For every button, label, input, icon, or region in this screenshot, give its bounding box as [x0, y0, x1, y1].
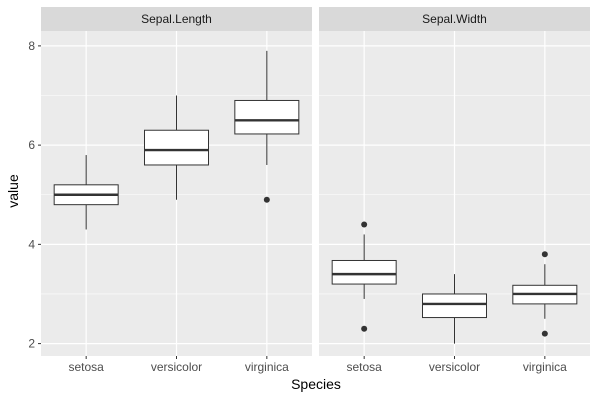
- y-tick-label: 8: [28, 39, 35, 53]
- box-virginica: [234, 99, 300, 135]
- y-axis-title: value: [5, 174, 21, 208]
- x-tick-label: virginica: [523, 360, 567, 374]
- outlier-point: [263, 196, 270, 203]
- box-versicolor: [144, 129, 209, 166]
- outlier-point: [541, 251, 548, 258]
- facet-strip: [41, 7, 312, 31]
- outlier-point: [361, 221, 368, 228]
- x-axis-title: Species: [291, 376, 341, 392]
- x-tick-label: versicolor: [429, 360, 480, 374]
- x-tick-label: setosa: [68, 360, 104, 374]
- facet-strip: [319, 7, 590, 31]
- y-tick-label: 2: [28, 337, 35, 351]
- box-versicolor: [422, 293, 487, 319]
- y-tick-label: 4: [28, 237, 35, 251]
- y-tick-label: 6: [28, 138, 35, 152]
- facet-strip-label: Sepal.Width: [422, 12, 487, 26]
- x-tick-label: virginica: [245, 360, 289, 374]
- facet-strip-label: Sepal.Length: [141, 12, 212, 26]
- x-tick-label: setosa: [346, 360, 382, 374]
- x-tick-label: versicolor: [151, 360, 202, 374]
- outlier-point: [361, 325, 368, 332]
- box-setosa: [331, 259, 397, 285]
- outlier-point: [541, 330, 548, 337]
